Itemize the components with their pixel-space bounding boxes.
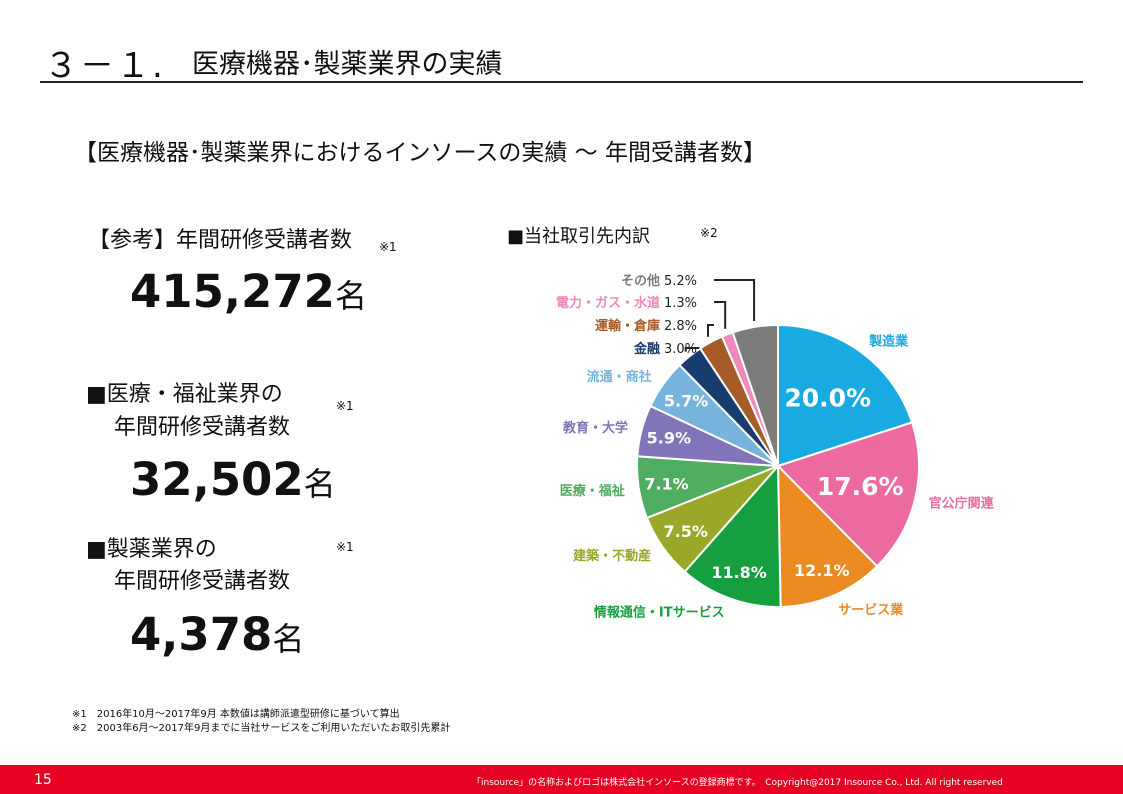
pie-value-label: 2.8% <box>664 319 697 334</box>
pie-category-label: 運輸・倉庫 <box>595 318 660 334</box>
pie-slice <box>777 323 914 468</box>
medical-label-line2: 年間研修受講者数 <box>114 415 291 440</box>
footer-bar <box>0 765 1123 794</box>
pie-value-label: 12.1% <box>794 561 850 580</box>
pie-category-label: 情報通信・ITサービス <box>594 605 725 621</box>
client-breakdown-pie-chart: 20.0% 製造業 17.6% 官公庁関連 12.1% サービス業 11.8% 情報通信・IT… <box>556 273 995 621</box>
pharma-unit: 名 <box>272 620 305 658</box>
pie-category-label: サービス業 <box>838 602 904 618</box>
pie-value-label: 5.7% <box>664 392 708 411</box>
reference-label: 【参考】年間研修受講者数 <box>88 228 353 253</box>
reference-value: 415,272 <box>130 265 335 318</box>
reference-unit: 名 <box>334 277 367 315</box>
pie-category-label: その他 <box>621 273 660 289</box>
medical-stat: 32,502名 <box>130 453 336 506</box>
footnote-2: ※2 2003年6月～2017年9月までに当社サービスをご利用いただいたお取引先… <box>72 723 451 734</box>
medical-value: 32,502 <box>130 453 304 506</box>
pie-category-label: 製造業 <box>868 334 909 350</box>
pie-leader-line <box>714 279 756 321</box>
pie-value-label: 20.0% <box>784 384 871 413</box>
pie-category-label: 官公庁関連 <box>929 496 995 512</box>
pie-category-label: 建築・不動産 <box>573 548 651 564</box>
pharma-label-line2: 年間研修受講者数 <box>114 569 291 594</box>
pharma-note-mark: ※1 <box>336 540 354 554</box>
pie-leader-line <box>714 301 727 329</box>
reference-total-stat: 415,272名 <box>130 265 367 318</box>
pie-category-label: 流通・商社 <box>587 369 652 385</box>
pharma-label-line1: ■製薬業界の <box>86 537 217 562</box>
pie-category-label: 電力・ガス・水道 <box>556 295 660 311</box>
pie-value-label: 1.3% <box>664 296 697 311</box>
title-divider <box>40 81 1083 83</box>
copyright-notice: 「insource」の名称およびロゴは株式会社インソースの登録商標です。 Cop… <box>472 778 1003 788</box>
pie-category-label: 医療・福祉 <box>560 483 625 499</box>
pie-value-label: 7.5% <box>664 522 708 541</box>
page-subtitle: 【医療機器･製薬業界におけるインソースの実績 ～ 年間受講者数】 <box>74 140 766 166</box>
pie-value-label: 17.6% <box>817 472 904 501</box>
pie-category-label: 教育・大学 <box>562 420 628 436</box>
chart-title: ■当社取引先内訳 <box>507 226 651 247</box>
medical-label-line1: ■医療・福祉業界の <box>86 382 283 407</box>
pie-slice <box>776 421 920 568</box>
page-title: 医療機器･製薬業界の実績 <box>192 49 503 80</box>
pie-category-label: 金融 <box>633 341 660 357</box>
pie-slice <box>683 463 782 608</box>
pie-value-label: 5.2% <box>664 274 697 289</box>
pie-value-label: 3.0% <box>664 342 697 357</box>
reference-note-mark: ※1 <box>379 240 397 254</box>
pharma-stat: 4,378名 <box>130 608 304 661</box>
pie-value-label: 7.1% <box>644 474 688 493</box>
pie-slice <box>776 463 879 608</box>
page-number: 15 <box>34 772 52 788</box>
pharma-value: 4,378 <box>130 608 273 661</box>
footnote-1: ※1 2016年10月～2017年9月 本数値は講師派遣型研修に基づいて算出 <box>72 709 400 720</box>
medical-unit: 名 <box>303 465 336 503</box>
section-number: ３－１. <box>44 46 165 86</box>
pie-value-label: 11.8% <box>711 563 767 582</box>
chart-note-mark: ※2 <box>700 226 718 240</box>
pie-value-label: 5.9% <box>647 429 691 448</box>
medical-note-mark: ※1 <box>336 399 354 413</box>
pie-slice <box>731 323 779 467</box>
pie-leader-line <box>707 324 714 337</box>
